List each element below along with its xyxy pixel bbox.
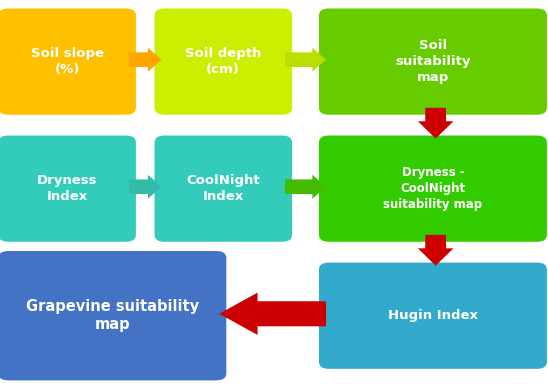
FancyBboxPatch shape (319, 8, 547, 115)
Polygon shape (418, 108, 454, 139)
Text: Dryness
Index: Dryness Index (37, 174, 98, 203)
Polygon shape (285, 175, 326, 199)
FancyBboxPatch shape (155, 136, 292, 242)
Polygon shape (418, 235, 454, 266)
Text: Soil
suitability
map: Soil suitability map (395, 39, 471, 84)
FancyBboxPatch shape (0, 8, 136, 115)
Polygon shape (285, 48, 326, 72)
Text: Soil slope
(%): Soil slope (%) (31, 47, 104, 76)
Text: CoolNight
Index: CoolNight Index (186, 174, 260, 203)
Text: Soil depth
(cm): Soil depth (cm) (185, 47, 261, 76)
FancyBboxPatch shape (319, 136, 547, 242)
Polygon shape (129, 48, 162, 72)
FancyBboxPatch shape (319, 263, 547, 369)
FancyBboxPatch shape (0, 251, 226, 380)
FancyBboxPatch shape (155, 8, 292, 115)
FancyBboxPatch shape (0, 136, 136, 242)
Text: Grapevine suitability
map: Grapevine suitability map (26, 299, 199, 333)
Text: Hugin Index: Hugin Index (388, 309, 478, 322)
Polygon shape (219, 293, 326, 335)
Polygon shape (129, 175, 162, 199)
Text: Dryness -
CoolNight
suitability map: Dryness - CoolNight suitability map (384, 166, 482, 211)
